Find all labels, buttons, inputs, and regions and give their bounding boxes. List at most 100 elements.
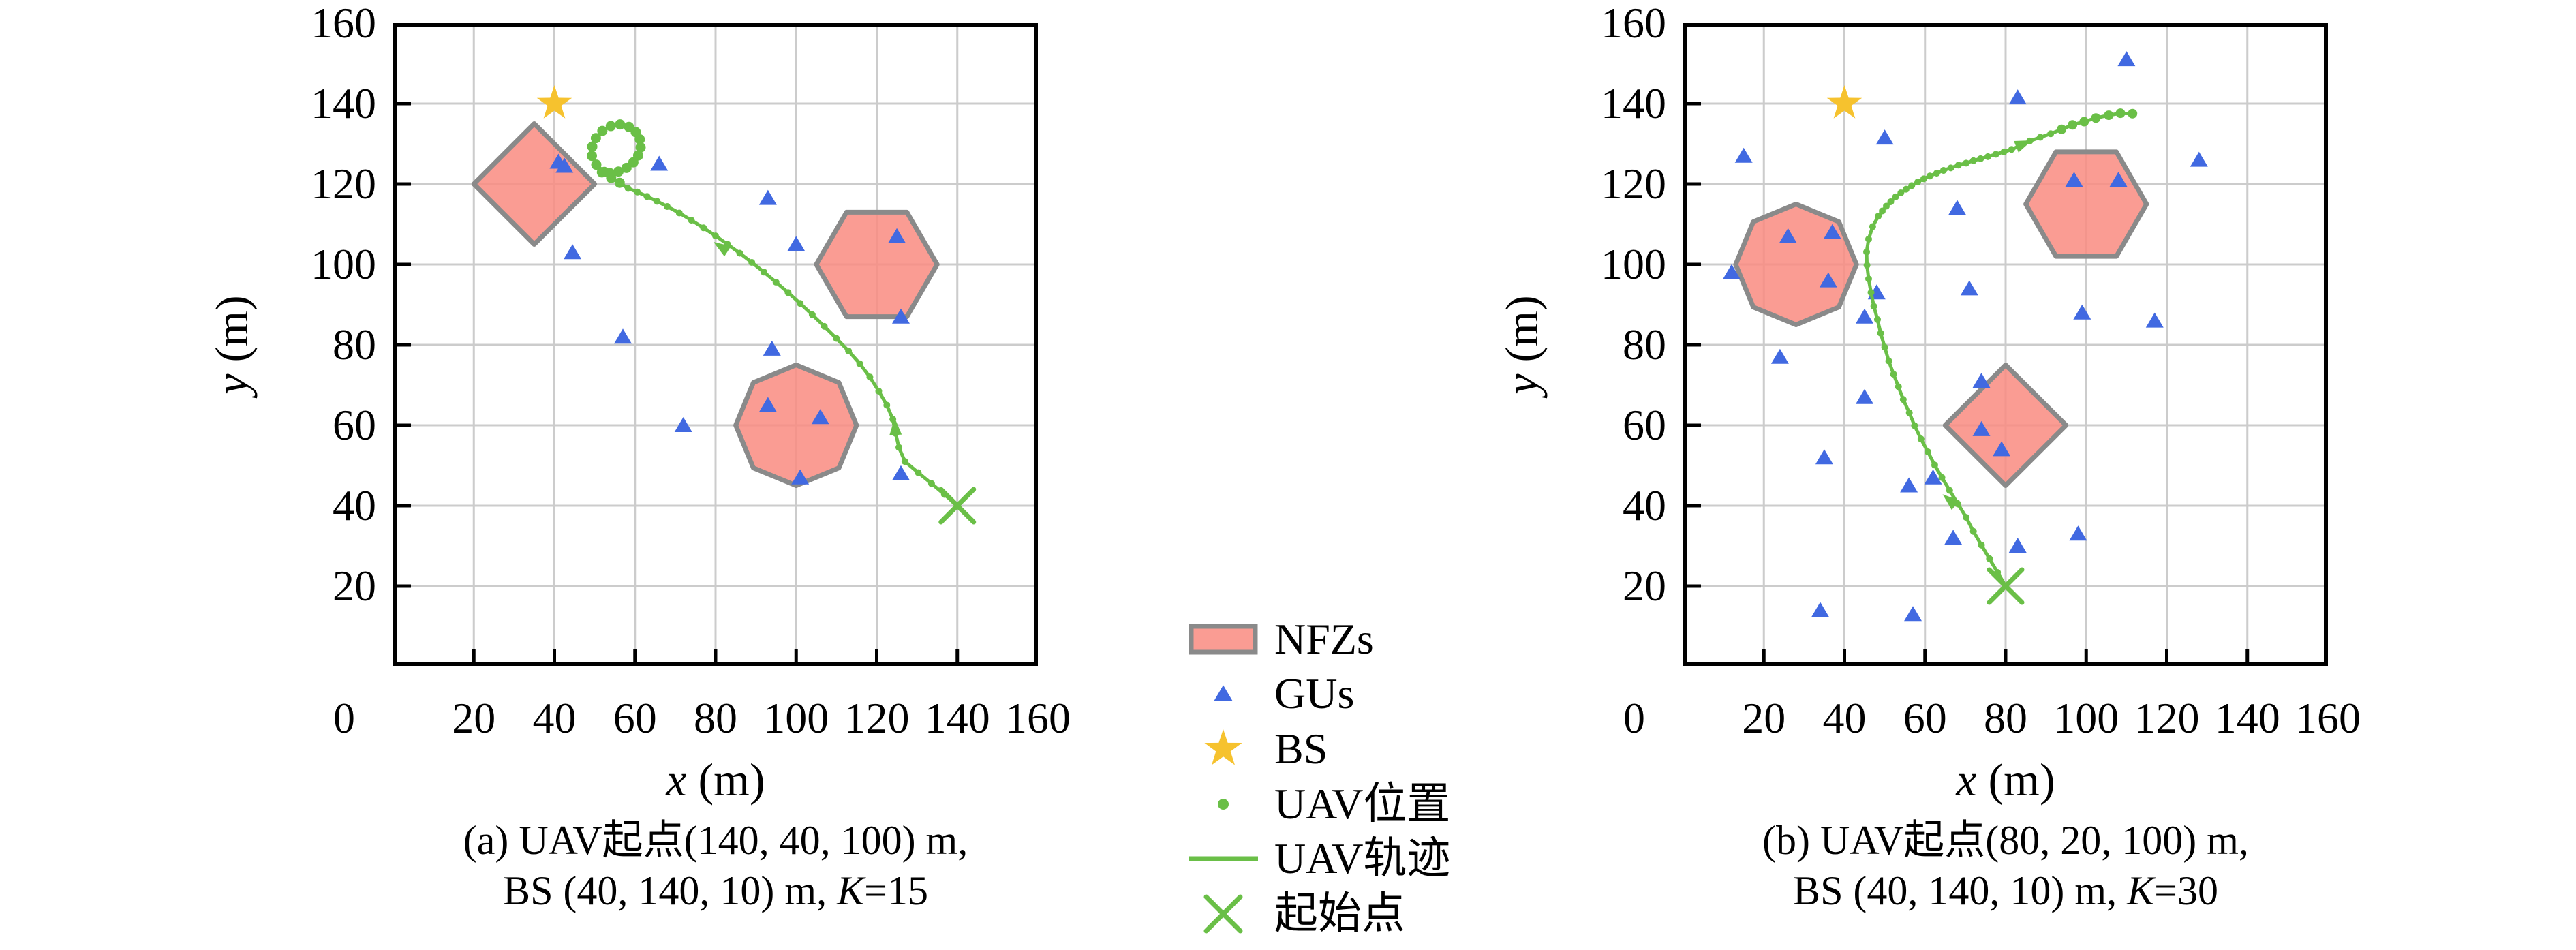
x-tick-label: 140 xyxy=(924,694,990,742)
legend-nfz-swatch-icon xyxy=(1189,624,1258,655)
uav-position-dot xyxy=(1873,316,1881,323)
plot-area-a xyxy=(393,23,1038,666)
gu-marker xyxy=(2069,525,2087,541)
x-tick-label: 20 xyxy=(1742,694,1786,742)
caption-a-line1: (a) UAV起点(140, 40, 100) m, xyxy=(463,818,968,863)
uav-position-dot xyxy=(856,360,863,367)
plot-spines xyxy=(393,23,1038,666)
trajectory-arrow-icon xyxy=(713,242,731,257)
x-tick-label: 60 xyxy=(613,694,657,742)
plot-area-b xyxy=(1683,23,2328,666)
trajectory-arrow-icon xyxy=(889,418,902,435)
plot-spines xyxy=(1683,23,2328,666)
uav-position-dot xyxy=(1867,289,1875,296)
gu-marker xyxy=(1904,606,1922,622)
uav-position-dot xyxy=(875,387,883,395)
gu-marker xyxy=(763,340,781,356)
uav-position-dot xyxy=(2115,108,2126,119)
uav-position-dot xyxy=(808,311,816,318)
uav-position-dot xyxy=(621,162,632,173)
uav-position-dot xyxy=(1954,162,1962,169)
x-tick-label: 100 xyxy=(2053,694,2119,742)
legend-dot-icon xyxy=(1218,799,1229,810)
y-tick-label: 80 xyxy=(333,320,376,369)
y-tick-label: 100 xyxy=(311,240,376,288)
legend-line-icon xyxy=(1189,856,1258,861)
legend-label: 起始点 xyxy=(1274,889,1405,938)
start-point-x-marker xyxy=(938,487,977,525)
trajectory-arrow-icon xyxy=(2014,140,2032,153)
legend-item-triangle: GUs xyxy=(1179,663,1629,724)
uav-position-dot xyxy=(624,185,632,192)
legend-item-star: BS xyxy=(1179,718,1629,780)
uav-position-dot xyxy=(1924,448,1931,455)
legend-item-line: UAV轨迹 xyxy=(1179,828,1629,889)
uav-position-dot xyxy=(1863,262,1871,269)
y-tick-label: 40 xyxy=(1623,481,1666,530)
uav-position-dot xyxy=(597,125,608,136)
uav-position-dot xyxy=(915,469,922,476)
uav-position-dot xyxy=(2068,120,2078,130)
uav-position-dot xyxy=(1865,275,1872,283)
y-tick-label: 20 xyxy=(1623,562,1666,610)
uav-position-dot xyxy=(1984,153,1991,160)
legend-label: NFZs xyxy=(1274,615,1374,663)
gu-marker xyxy=(1770,348,1789,364)
uav-position-dot xyxy=(2128,108,2138,119)
nfz-hexagon xyxy=(2023,149,2149,259)
gu-marker xyxy=(564,244,582,260)
bs-star-marker xyxy=(1826,85,1862,119)
uav-position-dot xyxy=(1992,151,1999,158)
gu-marker xyxy=(758,189,777,205)
x-tick-label: 140 xyxy=(2214,694,2280,742)
x-tick-label: 40 xyxy=(1822,694,1867,742)
x-axis-unit-b: (m) xyxy=(1976,754,2055,806)
uav-position-dot xyxy=(700,224,707,232)
gu-marker xyxy=(891,465,910,480)
uav-position-dot xyxy=(688,217,695,224)
uav-position-dot xyxy=(1869,223,1876,230)
gu-marker xyxy=(1972,420,1991,436)
uav-position-dot xyxy=(1978,541,1985,549)
uav-position-dot xyxy=(1963,514,1970,521)
y-tick-label: 20 xyxy=(333,562,376,610)
uav-position-dot xyxy=(2047,130,2055,138)
uav-position-dot xyxy=(1920,175,1927,183)
gu-marker xyxy=(2117,51,2136,67)
gu-marker xyxy=(1856,308,1874,324)
uav-position-dot xyxy=(1963,159,1970,167)
uav-position-dot xyxy=(784,289,792,296)
nfz-octagon xyxy=(1733,202,1859,327)
uav-position-dot xyxy=(1939,166,1947,174)
uav-position-dot xyxy=(2008,146,2015,153)
x-axis-unit-a: (m) xyxy=(686,754,765,806)
origin-zero-label-a: 0 xyxy=(333,694,355,742)
x-tick-label: 160 xyxy=(2295,694,2361,742)
gu-marker xyxy=(1819,272,1837,288)
y-axis-unit-b: (m) xyxy=(1496,295,1548,374)
legend-item-dot: UAV位置 xyxy=(1179,773,1629,835)
gu-marker xyxy=(1779,228,1797,243)
uav-position-dot xyxy=(712,232,719,240)
uav-position-dot xyxy=(2000,148,2008,155)
caption-a-line2: BS (40, 140, 10) m, K=15 xyxy=(503,868,928,913)
uav-position-dot xyxy=(736,249,743,257)
gu-marker xyxy=(2073,304,2091,320)
uav-position-dot xyxy=(1902,185,1910,193)
y-axis-label-a: y (m) xyxy=(206,243,258,447)
gu-marker xyxy=(791,469,810,485)
nfz-hexagon xyxy=(814,209,940,320)
uav-position-dot xyxy=(1911,422,1918,429)
uav-position-dot xyxy=(821,322,828,330)
uav-position-dot xyxy=(675,209,683,217)
uav-position-dot xyxy=(1877,329,1884,337)
origin-zero-label-b: 0 xyxy=(1623,694,1645,742)
gu-marker xyxy=(758,397,777,412)
gu-marker xyxy=(1900,477,1918,493)
uav-position-dot xyxy=(605,121,616,132)
uav-position-dot xyxy=(1917,435,1925,443)
gu-marker xyxy=(1993,441,2011,457)
gu-marker xyxy=(1811,602,1830,617)
y-tick-label: 60 xyxy=(1623,401,1666,449)
gu-marker xyxy=(2109,172,2128,187)
